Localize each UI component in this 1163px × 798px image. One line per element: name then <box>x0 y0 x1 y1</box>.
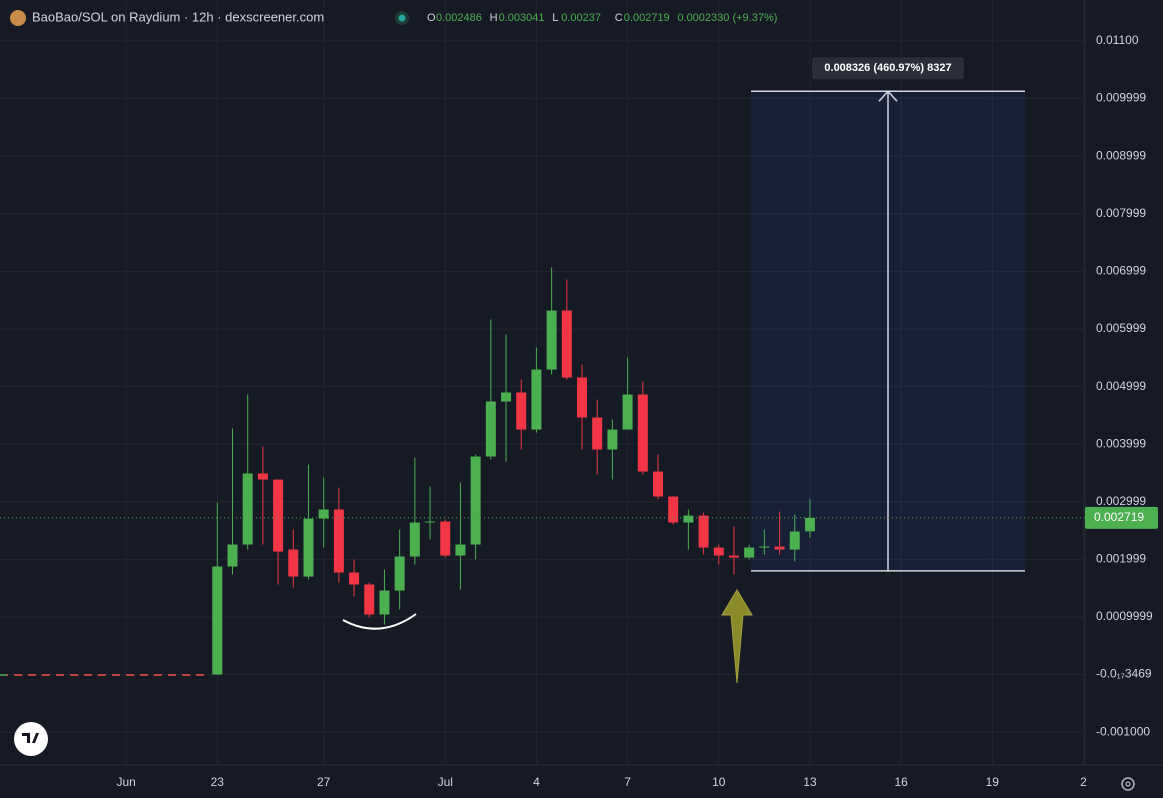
y-tick-label: 0.005999 <box>1096 321 1146 335</box>
candle-body <box>713 547 724 556</box>
logo-circle <box>14 722 48 756</box>
x-tick-label: 13 <box>803 775 817 789</box>
candle-body <box>501 392 512 402</box>
candle-body <box>409 522 420 557</box>
y-tick-label: -0.0₁₇3469 <box>1096 667 1152 681</box>
logo-mark <box>22 733 39 743</box>
candle-body <box>455 544 466 556</box>
ohlc-value: 0.002486 <box>436 12 482 24</box>
ohlc: O 0.002486 H 0.003041 L 0.00237 C 0.002719 0.000… <box>427 12 777 24</box>
price-tag-label: 0.002719 <box>1094 510 1144 524</box>
x-tick-label: 23 <box>211 775 225 789</box>
candle-body <box>652 471 663 497</box>
header: BaoBao/SOL on Raydium · 12h · dexscreene… <box>10 9 777 26</box>
x-tick-label: Jun <box>116 775 135 789</box>
candle-body <box>288 549 299 577</box>
y-tick-label: 0.008999 <box>1096 148 1146 162</box>
ohlc-key: O <box>427 12 436 24</box>
candle-body <box>379 590 390 615</box>
token-icon <box>10 10 26 26</box>
annotation-arrow <box>721 589 753 684</box>
settings-icon[interactable] <box>1121 777 1135 791</box>
candle-body <box>349 572 360 585</box>
candle-body <box>683 515 694 523</box>
x-tick-label: 4 <box>533 775 540 789</box>
tv-logo <box>14 722 48 756</box>
y-tick-label: 0.009999 <box>1096 91 1146 105</box>
measure-label: 0.008326 (460.97%) 8327 <box>824 62 951 74</box>
candle-body <box>333 509 344 573</box>
y-tick-label: -0.001000 <box>1096 724 1150 738</box>
x-tick-label: 7 <box>624 775 631 789</box>
candle-body <box>637 394 648 472</box>
candle-body <box>668 496 679 523</box>
y-tick-label: 0.004999 <box>1096 379 1146 393</box>
candle-body <box>622 394 633 430</box>
candle-body <box>577 377 588 418</box>
candle-body <box>273 479 284 552</box>
ohlc-key: H <box>490 12 498 24</box>
candle-body <box>516 392 527 430</box>
ohlc-value: 0.003041 <box>499 12 545 24</box>
gear[interactable] <box>1121 777 1135 791</box>
candle-body <box>728 555 739 558</box>
status-dot <box>398 14 406 22</box>
y-tick-label: 0.003999 <box>1096 436 1146 450</box>
candle-body <box>744 547 755 558</box>
y-tick-label: 0.002999 <box>1096 494 1146 508</box>
candle-body <box>531 369 542 430</box>
ohlc-value: 0.00237 <box>561 12 601 24</box>
candle-body <box>804 517 815 532</box>
measure-tool: 0.008326 (460.97%) 8327 <box>751 57 1025 572</box>
chart-title: BaoBao/SOL on Raydium · 12h · dexscreene… <box>32 9 324 24</box>
annotation-curve <box>342 613 417 630</box>
candle-body <box>318 509 329 519</box>
y-tick-label: 0.007999 <box>1096 206 1146 220</box>
ohlc-change: 0.0002330 (+9.37%) <box>677 12 777 24</box>
candle-body <box>364 584 375 615</box>
ohlc-key: L <box>552 12 558 24</box>
candle-body <box>561 310 572 378</box>
x-tick-label: 27 <box>317 775 331 789</box>
candle-body <box>485 401 496 457</box>
y-tick-label: 0.001999 <box>1096 552 1146 566</box>
candle-body <box>546 310 557 370</box>
x-tick-label: 2 <box>1080 775 1087 789</box>
measure-arrowhead <box>878 90 898 102</box>
candle-body <box>789 531 800 550</box>
measure-label-box <box>812 57 964 80</box>
y-tick-label: 0.006999 <box>1096 264 1146 278</box>
candle-body <box>227 544 238 567</box>
candle-body <box>592 417 603 450</box>
gear-center[interactable] <box>1125 781 1131 787</box>
candle-body <box>425 521 436 523</box>
y-tick-label: 0.01100 <box>1096 33 1139 47</box>
ohlc-key: C <box>615 12 623 24</box>
x-tick-label: 19 <box>986 775 1000 789</box>
candle-body <box>607 429 618 450</box>
candle-body <box>212 566 223 675</box>
candle-body <box>303 518 314 577</box>
candle-body <box>440 521 451 556</box>
ohlc-value: 0.002719 <box>624 12 670 24</box>
x-tick-label: 10 <box>712 775 726 789</box>
candle-body <box>470 456 481 545</box>
candle-body <box>698 515 709 548</box>
y-tick-label: 0.0009999 <box>1096 609 1153 623</box>
candle-body <box>759 546 770 548</box>
price-tag <box>1085 506 1158 529</box>
grid <box>0 0 1085 765</box>
x-tick-label: 16 <box>894 775 908 789</box>
candle-body <box>394 556 405 591</box>
candle-body <box>242 473 253 545</box>
candle-body <box>774 546 785 550</box>
candle-body <box>257 473 268 480</box>
candles <box>212 267 815 675</box>
x-tick-label: Jul <box>438 775 453 789</box>
